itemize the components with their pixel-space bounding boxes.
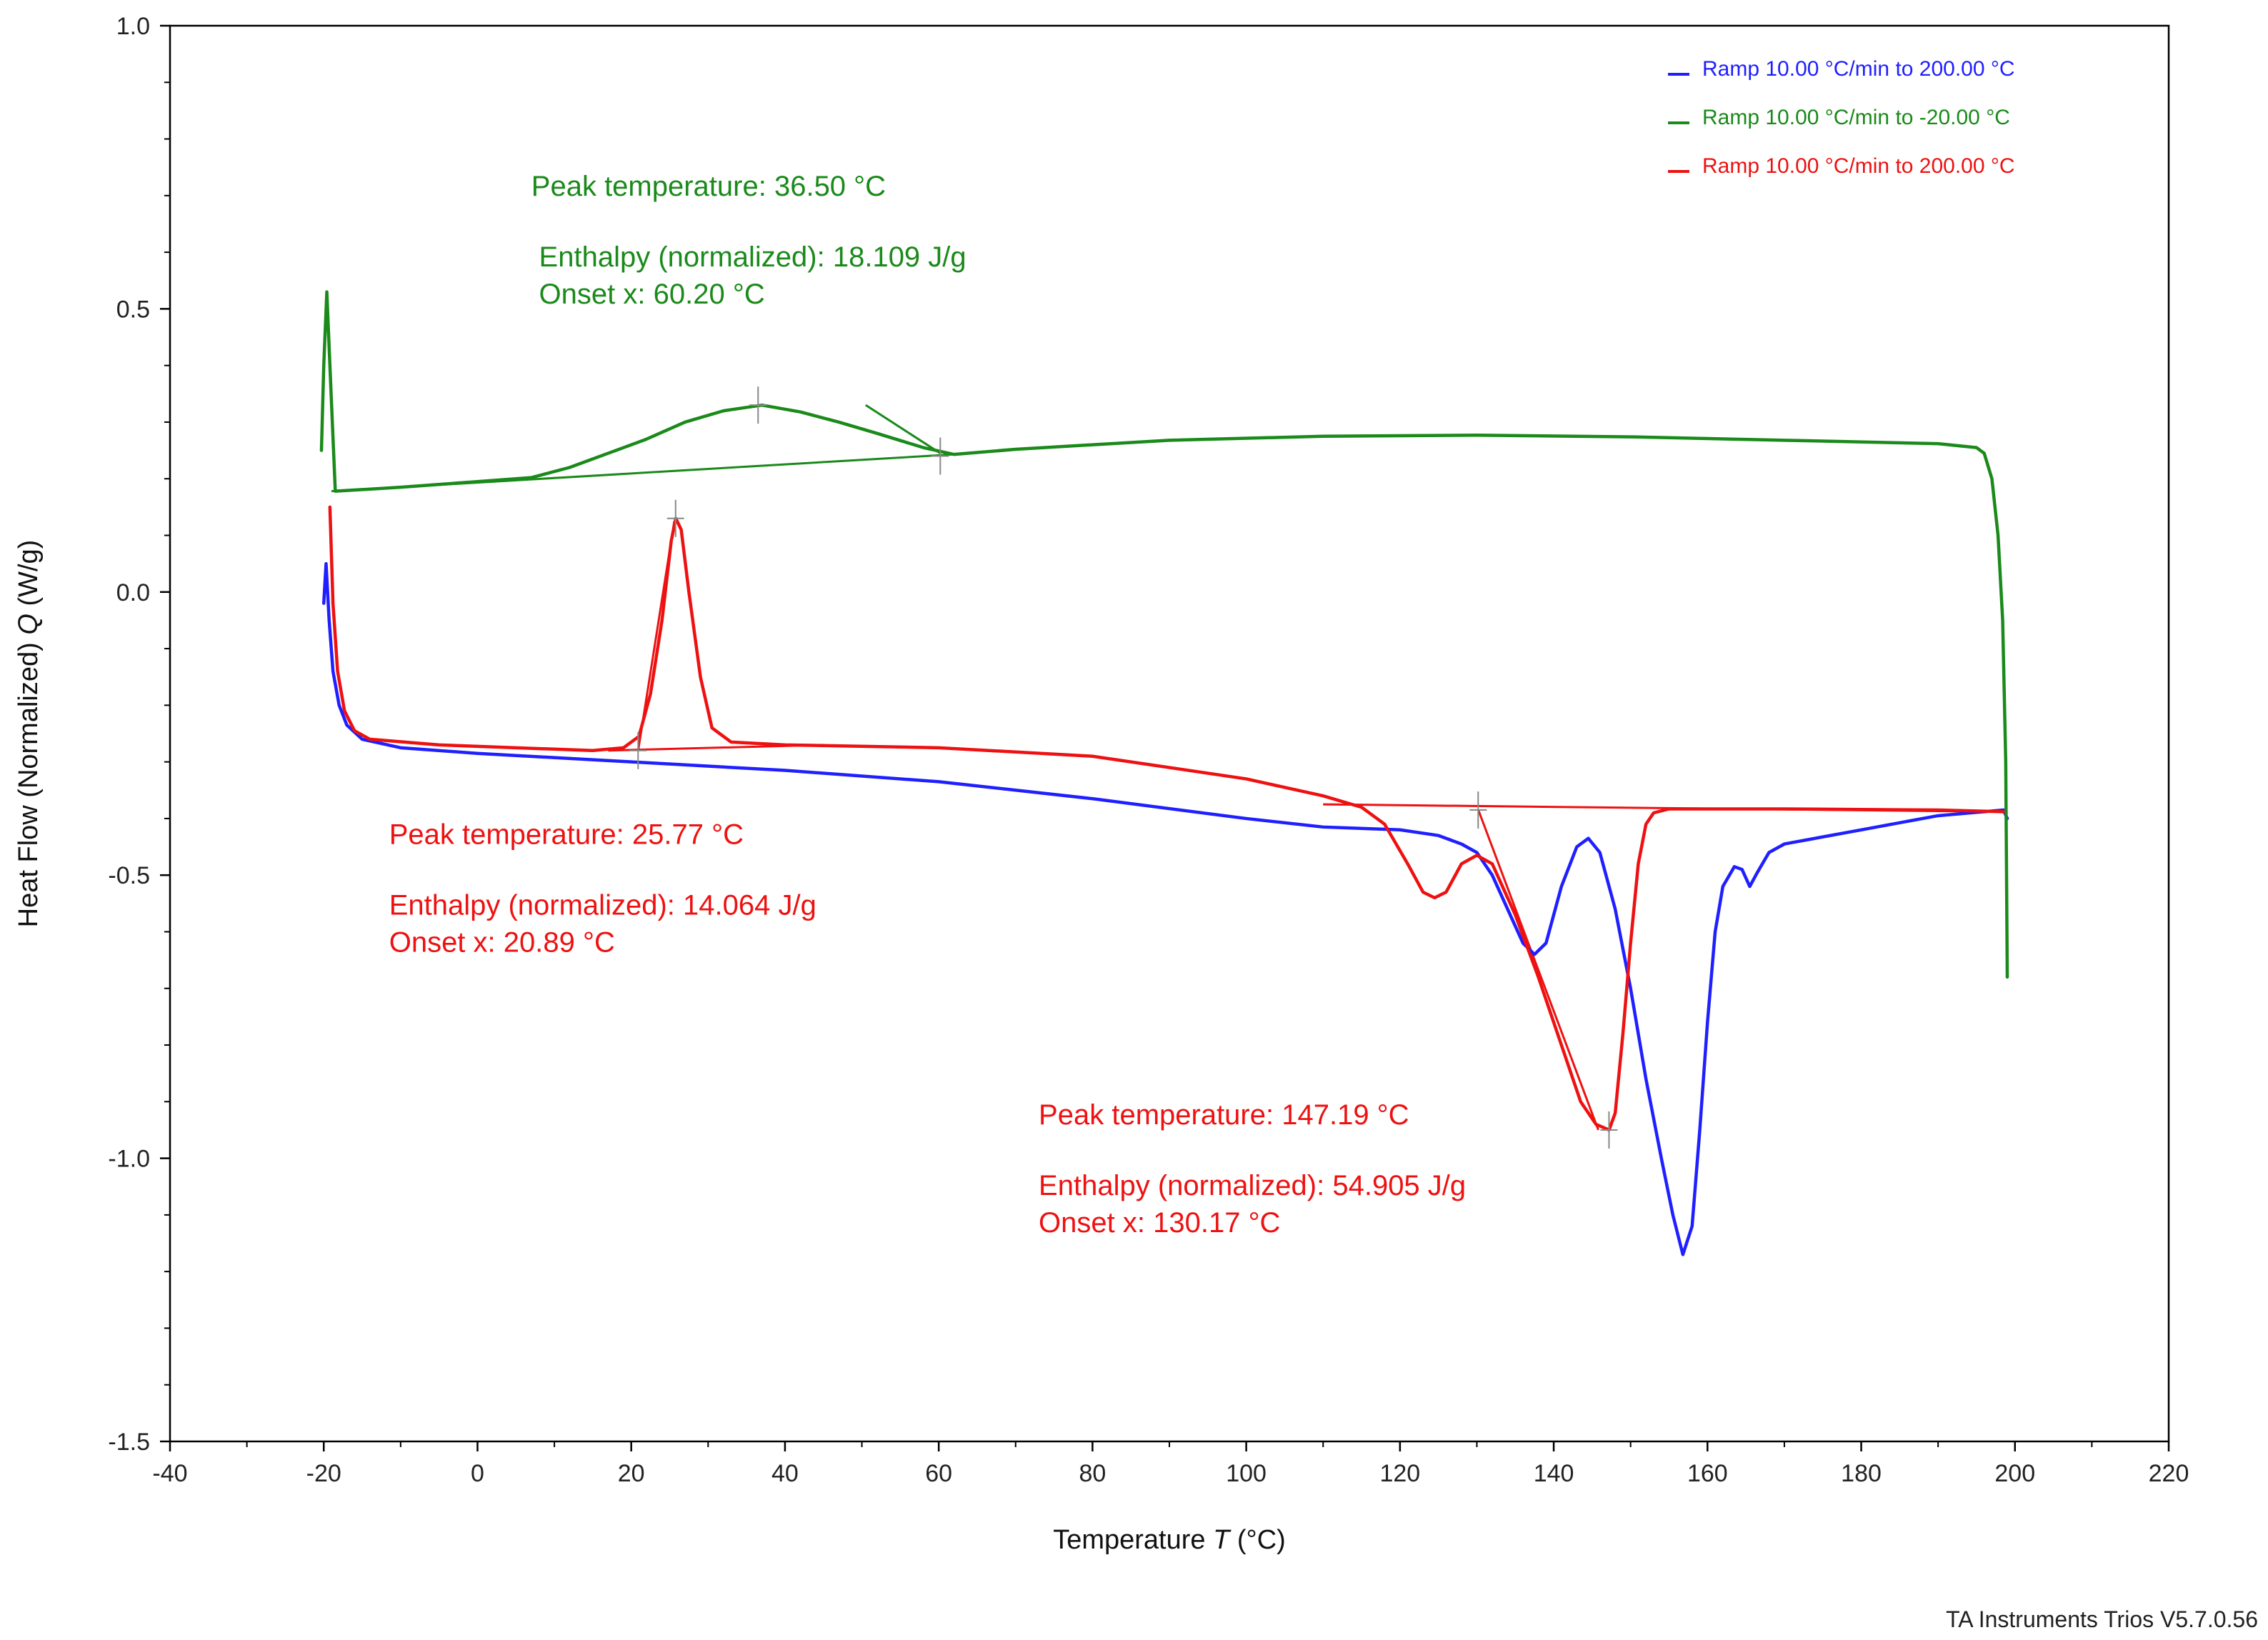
y-tick-label: 1.0	[116, 13, 150, 40]
x-tick-label: 40	[771, 1460, 799, 1487]
x-axis-title: Temperature T (°C)	[1053, 1525, 1286, 1555]
y-tick-label: -0.5	[108, 862, 150, 889]
y-axis-title: Heat Flow (Normalized) Q (W/g)	[14, 540, 44, 928]
legend-entry: Ramp 10.00 °C/min to 200.00 °C	[1702, 154, 2015, 178]
annotation-red1-peak: Peak temperature: 25.77 °C	[389, 819, 744, 851]
series-line-1	[321, 561, 2009, 1256]
annotation-green-enthalpy: Onset x: 60.20 °C	[539, 279, 765, 310]
y-tick-label: 0.0	[116, 579, 150, 606]
x-tick-label: -20	[306, 1460, 341, 1487]
series-line-2	[319, 290, 2009, 979]
annotation-red1-enthalpy: Enthalpy (normalized): 14.064 J/g	[389, 890, 816, 921]
annotation-red2-peak: Peak temperature: 147.19 °C	[1039, 1099, 1409, 1131]
x-tick-label: 180	[1841, 1460, 1882, 1487]
x-axis-unit: (°C)	[1229, 1525, 1286, 1555]
x-tick-label: 200	[1994, 1460, 2035, 1487]
legend-entry: Ramp 10.00 °C/min to -20.00 °C	[1702, 106, 2010, 129]
software-version-label: TA Instruments Trios V5.7.0.56	[1946, 1606, 2258, 1632]
x-tick-label: 0	[471, 1460, 484, 1487]
x-tick-label: 100	[1226, 1460, 1267, 1487]
annotation-red1-enthalpy: Onset x: 20.89 °C	[389, 927, 615, 959]
tangent-line	[1477, 809, 1599, 1131]
x-axis-symbol: T	[1213, 1525, 1232, 1555]
annotation-red2-enthalpy: Onset x: 130.17 °C	[1039, 1207, 1280, 1239]
x-tick-label: 140	[1534, 1460, 1574, 1487]
annotation-green-peak: Peak temperature: 36.50 °C	[531, 171, 886, 202]
x-tick-label: 160	[1687, 1460, 1728, 1487]
x-tick-label: 80	[1079, 1460, 1106, 1487]
x-tick-label: 20	[618, 1460, 645, 1487]
y-tick-label: -1.0	[108, 1146, 150, 1173]
x-tick-label: 60	[925, 1460, 952, 1487]
series-line-3	[328, 505, 2005, 1132]
y-tick-label: 0.5	[116, 296, 150, 323]
y-axis-unit: (W/g)	[14, 540, 44, 614]
y-tick-label: -1.5	[108, 1429, 150, 1456]
y-axis-symbol: Q	[14, 614, 44, 635]
annotation-red2-enthalpy: Enthalpy (normalized): 54.905 J/g	[1039, 1170, 1466, 1201]
legend-entry: Ramp 10.00 °C/min to 200.00 °C	[1702, 57, 2015, 81]
x-tick-label: -40	[152, 1460, 187, 1487]
x-tick-label: 120	[1379, 1460, 1420, 1487]
annotation-green-enthalpy: Enthalpy (normalized): 18.109 J/g	[539, 241, 966, 273]
tangent-line	[865, 404, 941, 454]
x-tick-label: 220	[2149, 1460, 2189, 1487]
